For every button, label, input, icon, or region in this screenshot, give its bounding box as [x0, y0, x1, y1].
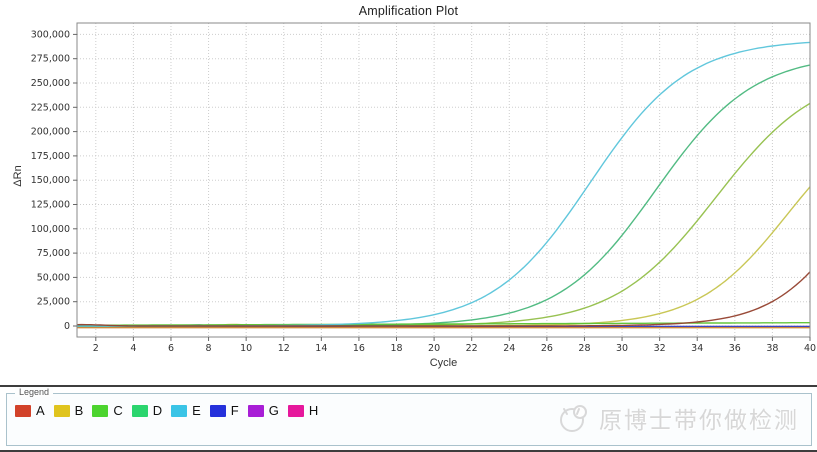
y-tick-label: 0: [64, 321, 70, 332]
axis-tick-labels: 2 4 6 8 10 12 14 16 18 20 22 24 26 28 30 32 34 36 38 40025,…: [31, 29, 816, 354]
legend-swatch-D[interactable]: [131, 404, 148, 417]
legend-item-C[interactable]: C: [92, 403, 123, 418]
x-tick-label: 40: [804, 343, 816, 354]
x-tick-label: 2: [93, 343, 99, 354]
legend-swatch-G[interactable]: [247, 404, 264, 417]
amplification-plot-panel: Amplification Plot ΔRn 2 4 6 8 10 12 14 16 18 20 2…: [0, 0, 817, 385]
legend-title: Legend: [15, 387, 54, 397]
legend-swatch-C[interactable]: [92, 404, 109, 417]
x-tick-label: 16: [353, 343, 365, 354]
amplification-plot-canvas[interactable]: 2 4 6 8 10 12 14 16 18 20 22 24 26 28 30 32 34 36 38 40025,…: [0, 0, 817, 385]
watermark-text: 原博士带你做检测: [599, 407, 799, 433]
x-tick-label: 4: [130, 343, 136, 354]
legend-swatch-B[interactable]: [53, 404, 70, 417]
x-tick-label: 34: [691, 343, 703, 354]
legend-label-G: G: [268, 403, 279, 418]
x-tick-label: 20: [428, 343, 440, 354]
legend-items: A B C D E F G H: [15, 403, 327, 418]
axis-ticks: [73, 33, 811, 341]
legend-item-H[interactable]: H: [287, 403, 319, 418]
x-tick-label: 28: [578, 343, 590, 354]
x-tick-label: 38: [766, 343, 778, 354]
y-tick-label: 225,000: [31, 102, 70, 113]
legend-label-F: F: [230, 403, 239, 418]
y-tick-label: 150,000: [31, 175, 70, 186]
y-tick-label: 200,000: [31, 127, 70, 138]
legend-item-D[interactable]: D: [131, 403, 163, 418]
legend-swatch-F[interactable]: [209, 404, 226, 417]
y-tick-label: 125,000: [31, 200, 70, 211]
legend-label-C: C: [113, 403, 123, 418]
y-tick-label: 25,000: [37, 297, 70, 308]
curve-A: [77, 271, 810, 327]
x-tick-label: 8: [206, 343, 212, 354]
x-tick-label: 12: [278, 343, 290, 354]
y-tick-label: 300,000: [31, 29, 70, 40]
x-tick-label: 26: [541, 343, 553, 354]
legend-item-B[interactable]: B: [53, 403, 84, 418]
legend-label-B: B: [74, 403, 84, 418]
legend-item-A[interactable]: A: [15, 403, 45, 418]
chart-title: Amplification Plot: [358, 4, 459, 18]
legend-label-D: D: [152, 403, 163, 418]
legend-label-A: A: [36, 403, 45, 418]
legend-groupbox: Legend A B C D E F G H 原博士带你做检测: [6, 387, 812, 446]
watermark: 原博士带你做检测: [557, 401, 799, 435]
x-tick-label: 14: [315, 343, 327, 354]
y-tick-label: 100,000: [31, 224, 70, 235]
legend-swatch-A[interactable]: [15, 404, 31, 417]
legend-swatch-E[interactable]: [171, 404, 188, 417]
series-curves: [77, 41, 810, 329]
legend-label-E: E: [192, 403, 201, 418]
bottom-panel: Legend A B C D E F G H 原博士带你做检测: [0, 385, 817, 452]
y-tick-label: 250,000: [31, 78, 70, 89]
y-tick-label: 75,000: [37, 248, 70, 259]
x-tick-label: 36: [729, 343, 741, 354]
x-axis-title: Cycle: [429, 357, 458, 369]
x-tick-label: 10: [240, 343, 252, 354]
legend-item-F[interactable]: F: [209, 403, 239, 418]
legend-item-G[interactable]: G: [247, 403, 279, 418]
y-tick-label: 175,000: [31, 151, 70, 162]
y-tick-label: 50,000: [37, 272, 70, 283]
x-tick-label: 30: [616, 343, 628, 354]
x-tick-label: 6: [168, 343, 174, 354]
watermark-logo-icon: [560, 405, 587, 432]
y-tick-label: 275,000: [31, 54, 70, 65]
x-tick-label: 24: [503, 343, 515, 354]
x-tick-label: 32: [654, 343, 666, 354]
legend-item-E[interactable]: E: [171, 403, 201, 418]
legend-swatch-H[interactable]: [287, 404, 304, 417]
x-tick-label: 22: [466, 343, 478, 354]
x-tick-label: 18: [390, 343, 402, 354]
legend-label-H: H: [308, 403, 319, 418]
